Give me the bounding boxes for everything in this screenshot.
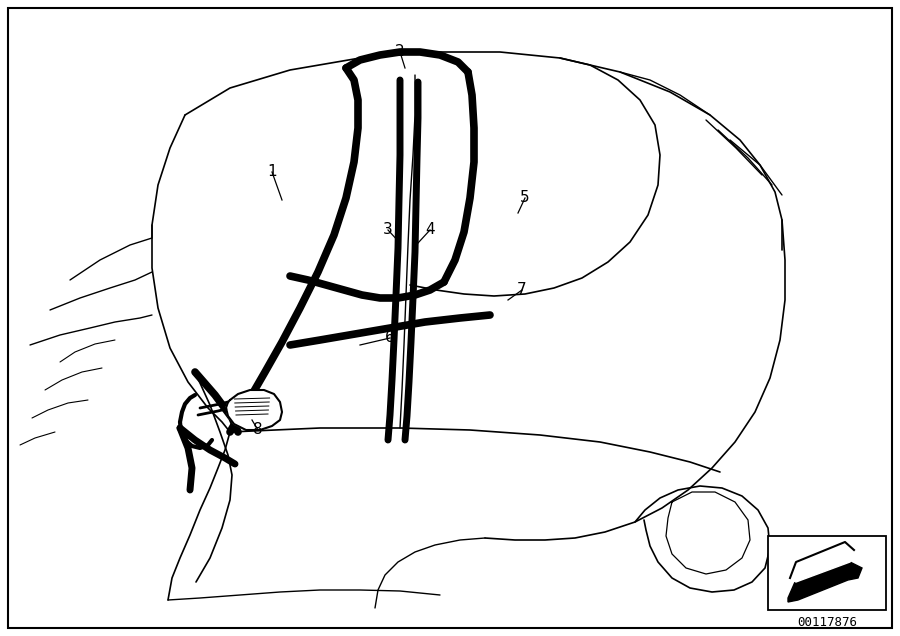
Polygon shape [788,562,862,602]
Text: 3: 3 [383,223,393,237]
Text: 5: 5 [520,191,530,205]
Bar [768,536,886,610]
Text: 00117876: 00117876 [797,616,857,628]
Text: 6: 6 [385,331,395,345]
Text: 8: 8 [253,422,263,438]
Polygon shape [792,545,856,582]
Text: 1: 1 [267,165,277,179]
Text: 7: 7 [518,282,526,298]
Polygon shape [226,390,282,430]
Text: 4: 4 [425,223,435,237]
Text: 2: 2 [395,45,405,60]
